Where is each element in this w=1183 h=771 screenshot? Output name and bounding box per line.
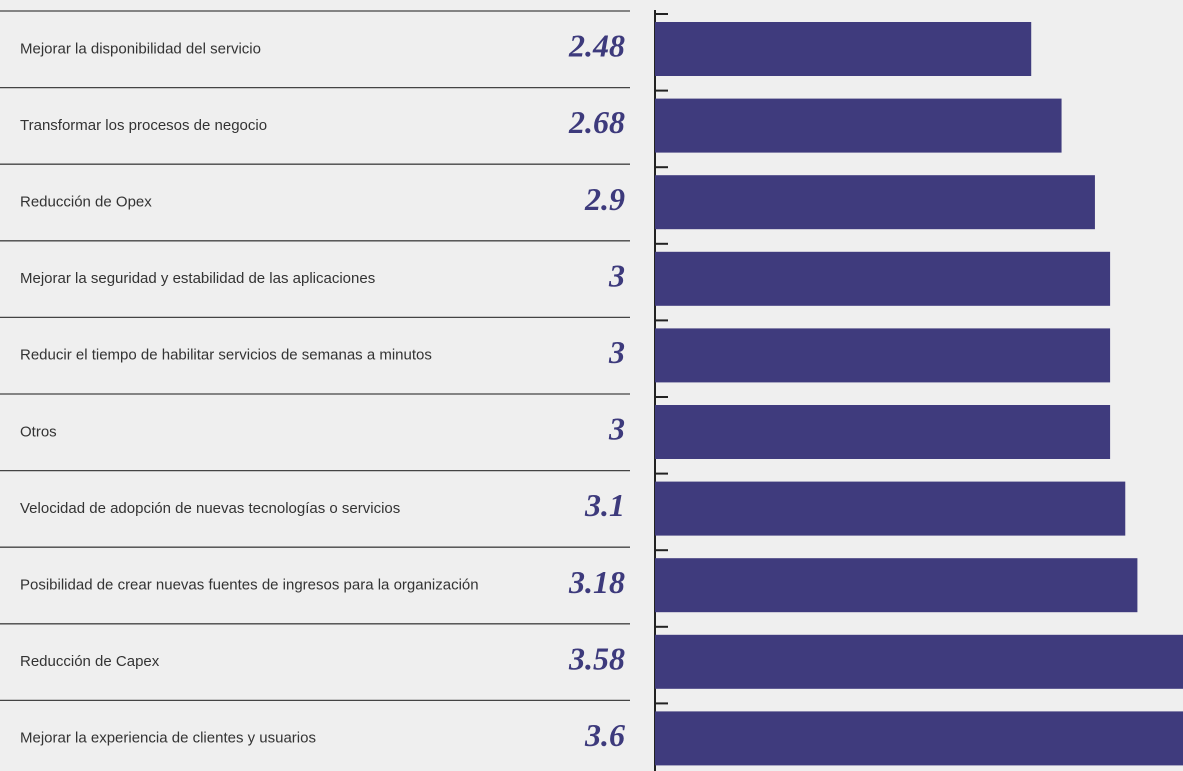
bar <box>655 328 1111 383</box>
category-label: Otros <box>20 423 57 440</box>
value-label: 3.1 <box>584 487 625 523</box>
value-label: 2.9 <box>584 181 625 217</box>
category-label: Mejorar la seguridad y estabilidad de la… <box>20 270 375 287</box>
value-label: 3 <box>608 257 625 293</box>
bar <box>655 634 1183 689</box>
value-label: 3 <box>608 411 625 447</box>
category-label: Mejorar la experiencia de clientes y usu… <box>20 730 316 747</box>
category-label: Transformar los procesos de negocio <box>20 117 267 134</box>
category-label: Reducción de Capex <box>20 653 160 670</box>
category-label: Mejorar la disponibilidad del servicio <box>20 40 261 57</box>
bar <box>655 711 1183 766</box>
bar <box>655 22 1032 76</box>
value-label: 3.18 <box>568 564 625 600</box>
value-label: 3.58 <box>568 640 625 676</box>
category-label: Reducir el tiempo de habilitar servicios… <box>20 347 432 364</box>
bar <box>655 175 1095 230</box>
bar <box>655 558 1138 613</box>
category-label: Velocidad de adopción de nuevas tecnolog… <box>20 500 400 517</box>
category-label: Posibilidad de crear nuevas fuentes de i… <box>20 576 479 593</box>
value-label: 3.6 <box>584 717 625 753</box>
bar <box>655 251 1111 306</box>
value-label: 2.68 <box>568 104 625 140</box>
value-label: 2.48 <box>568 28 625 64</box>
category-label: Reducción de Opex <box>20 193 152 210</box>
bar <box>655 405 1111 459</box>
bar <box>655 481 1126 536</box>
bar <box>655 98 1062 153</box>
value-label: 3 <box>608 334 625 370</box>
